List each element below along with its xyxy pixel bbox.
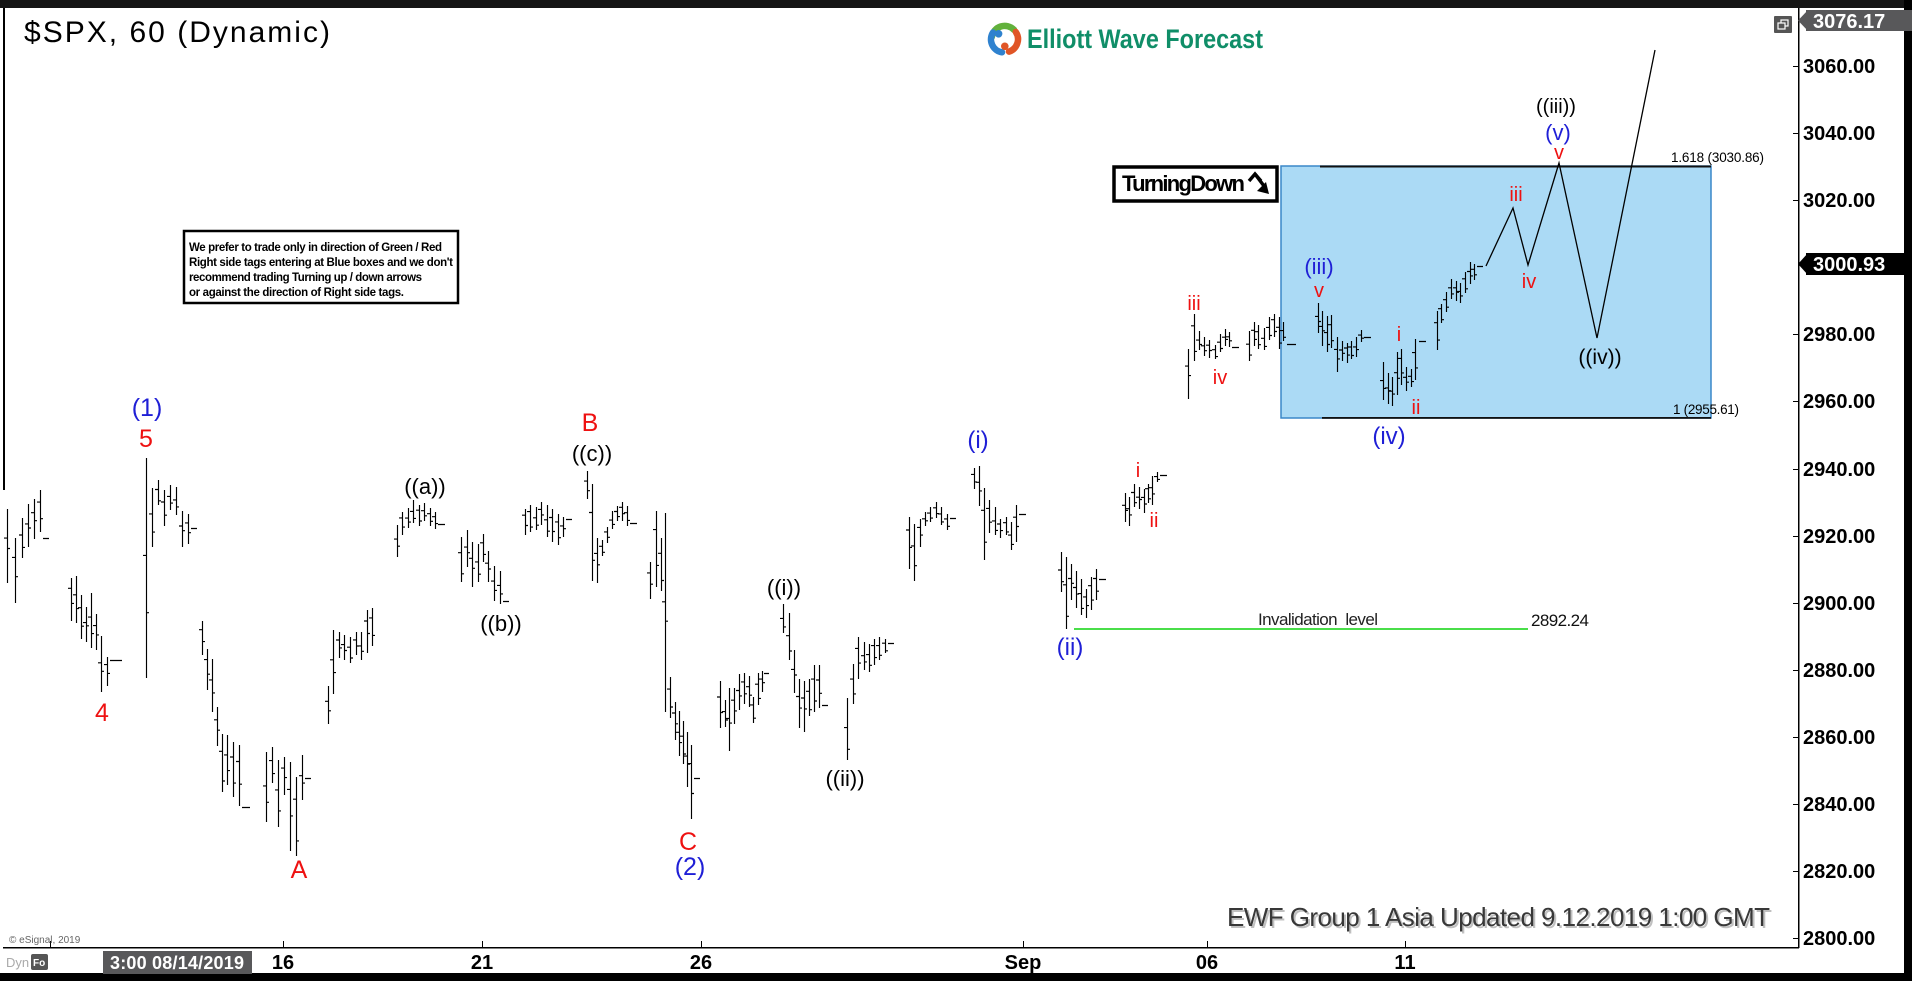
svg-text:2980.00: 2980.00 (1803, 324, 1875, 346)
svg-text:5: 5 (139, 425, 153, 453)
svg-text:((i)): ((i)) (767, 575, 801, 600)
svg-text:A: A (291, 856, 308, 884)
svg-text:ii: ii (1412, 397, 1421, 419)
svg-text:2880.00: 2880.00 (1803, 660, 1875, 682)
svg-text:Right side tags entering at Bl: Right side tags entering at Blue boxes a… (189, 257, 453, 269)
svg-text:((iii)): ((iii)) (1536, 96, 1576, 118)
svg-text:((ii)): ((ii)) (825, 766, 864, 791)
svg-text:(iv): (iv) (1372, 423, 1405, 450)
svg-text:2860.00: 2860.00 (1803, 727, 1875, 749)
svg-text:Fo: Fo (33, 958, 45, 969)
svg-text:2960.00: 2960.00 (1803, 391, 1875, 413)
svg-text:(i): (i) (967, 427, 988, 454)
svg-text:26: 26 (690, 952, 712, 974)
svg-text:recommend trading Turning up /: recommend trading Turning up / down arro… (189, 272, 422, 284)
svg-text:v: v (1554, 142, 1564, 164)
svg-text:(v): (v) (1545, 120, 1571, 145)
svg-text:3020.00: 3020.00 (1803, 190, 1875, 212)
svg-text:Elliott Wave Forecast: Elliott Wave Forecast (1027, 24, 1263, 54)
svg-text:iv: iv (1213, 367, 1227, 389)
svg-text:Sep: Sep (1005, 952, 1042, 974)
svg-text:11: 11 (1394, 952, 1415, 974)
svg-text:((a)): ((a)) (404, 474, 446, 499)
svg-text:(iii): (iii) (1304, 254, 1333, 279)
svg-text:© eSignal, 2019: © eSignal, 2019 (9, 935, 81, 946)
svg-text:ii: ii (1150, 510, 1159, 532)
svg-text:iii: iii (1187, 293, 1200, 315)
svg-text:EWF Group 1 Asia Updated 9.12.: EWF Group 1 Asia Updated 9.12.2019 1:00 … (1227, 902, 1770, 932)
svg-text:1 (2955.61): 1 (2955.61) (1673, 402, 1739, 417)
svg-text:v: v (1314, 280, 1324, 302)
svg-text:06: 06 (1196, 952, 1218, 974)
svg-text:or against the direction of Ri: or against the direction of Right side t… (189, 287, 404, 299)
svg-text:2940.00: 2940.00 (1803, 459, 1875, 481)
svg-text:i: i (1397, 324, 1401, 346)
svg-text:iv: iv (1522, 271, 1536, 293)
svg-text:Invalidation level: Invalidation level (1258, 610, 1378, 629)
svg-text:2800.00: 2800.00 (1803, 928, 1875, 950)
svg-text:(ii): (ii) (1057, 634, 1084, 661)
svg-text:$SPX, 60 (Dynamic): $SPX, 60 (Dynamic) (24, 16, 330, 49)
svg-text:TurningDown: TurningDown (1122, 171, 1245, 196)
svg-text:Dyn: Dyn (6, 955, 29, 970)
svg-text:We prefer to trade only in dir: We prefer to trade only in direction of … (189, 242, 442, 254)
svg-text:21: 21 (471, 952, 493, 974)
svg-text:3000.93: 3000.93 (1813, 254, 1885, 276)
svg-text:2900.00: 2900.00 (1803, 593, 1875, 615)
svg-text:3040.00: 3040.00 (1803, 123, 1875, 145)
svg-text:(1): (1) (132, 394, 163, 422)
svg-text:2840.00: 2840.00 (1803, 794, 1875, 816)
svg-text:2920.00: 2920.00 (1803, 526, 1875, 548)
svg-text:B: B (582, 409, 599, 437)
svg-text:((b)): ((b)) (480, 611, 522, 636)
svg-text:3076.17: 3076.17 (1813, 11, 1885, 33)
svg-text:iii: iii (1509, 184, 1522, 206)
svg-text:3060.00: 3060.00 (1803, 56, 1875, 78)
svg-text:16: 16 (272, 952, 294, 974)
svg-text:4: 4 (95, 699, 109, 727)
svg-text:((c)): ((c)) (572, 441, 612, 466)
svg-text:i: i (1136, 460, 1140, 482)
svg-text:1.618 (3030.86): 1.618 (3030.86) (1671, 150, 1764, 165)
svg-text:(2): (2) (675, 853, 706, 881)
svg-text:C: C (679, 828, 697, 856)
svg-text:2820.00: 2820.00 (1803, 861, 1875, 883)
svg-text:((iv)): ((iv)) (1578, 346, 1621, 369)
svg-text:EWF Group 1 Asia Updated 9.12.: EWF Group 1 Asia Updated 9.12.2019 1:00 … (1229, 904, 1772, 934)
svg-text:3:00 08/14/2019: 3:00 08/14/2019 (110, 953, 244, 973)
svg-text:2892.24: 2892.24 (1531, 611, 1589, 630)
